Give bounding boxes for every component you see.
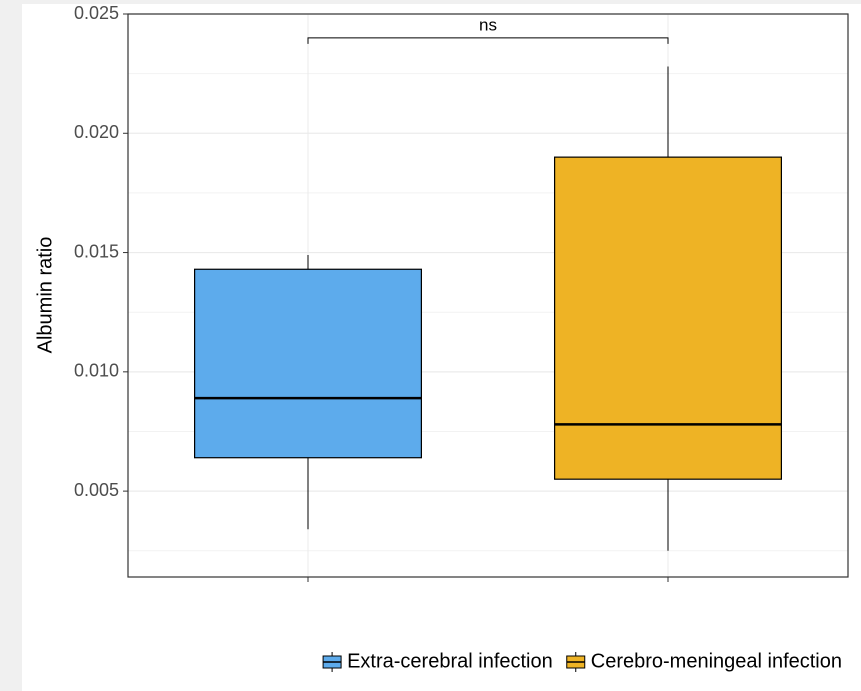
panel-border — [127, 13, 849, 578]
y-tick-label: 0.020 — [74, 122, 119, 142]
y-tick-label: 0.025 — [74, 3, 119, 23]
y-axis-label: Albumin ratio — [34, 237, 56, 354]
box — [553, 156, 782, 480]
significance-bracket — [307, 37, 669, 44]
y-tick-label: 0.015 — [74, 241, 119, 261]
y-tick-label: 0.010 — [74, 361, 119, 381]
annotation: ns — [479, 15, 497, 34]
legend-label: Cerebro-meningeal infection — [591, 650, 842, 672]
legend-label: Extra-cerebral infection — [347, 650, 553, 672]
y-tick-label: 0.005 — [74, 480, 119, 500]
box — [194, 268, 423, 459]
